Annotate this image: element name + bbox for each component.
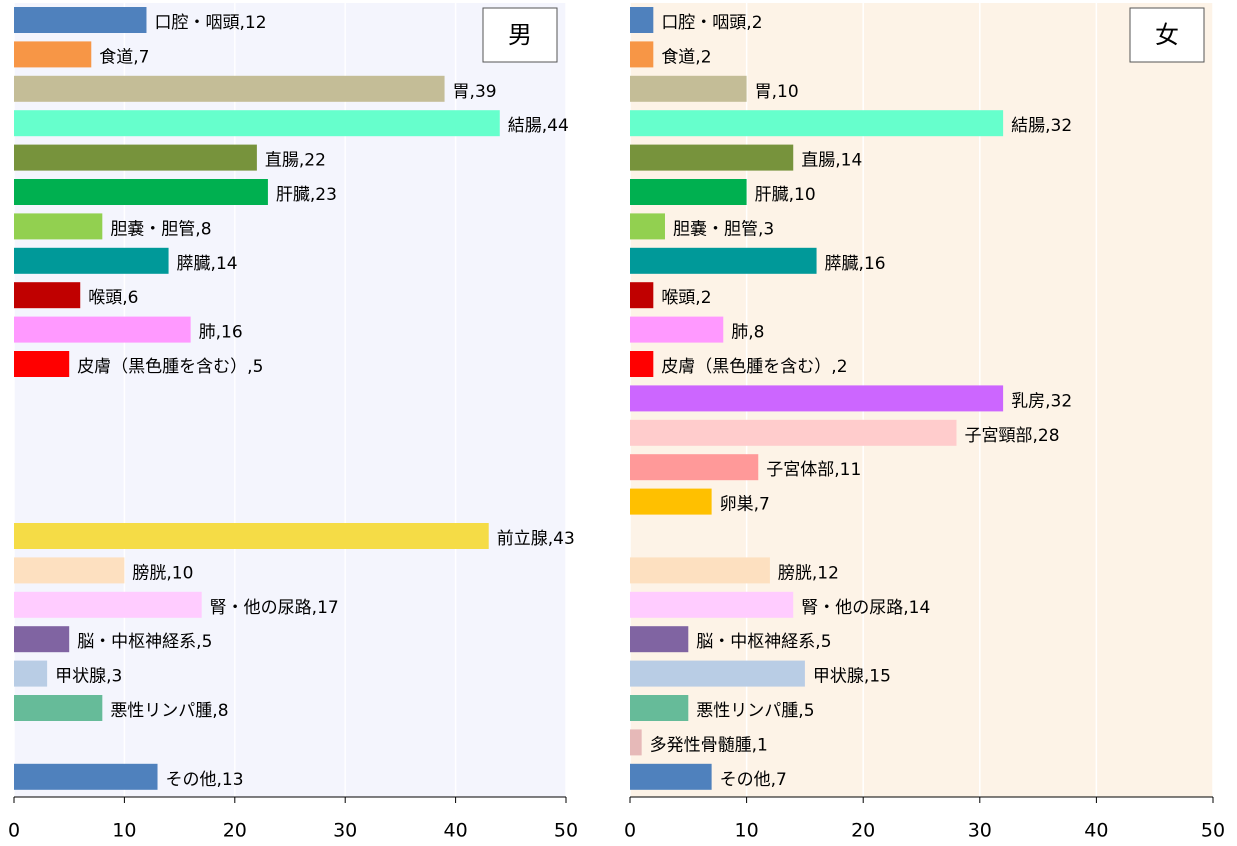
bar: [630, 351, 654, 377]
data-label: 胃,10: [755, 82, 799, 102]
bar: [630, 557, 770, 584]
data-label: 口腔・咽頭,12: [154, 13, 266, 33]
data-label: 悪性リンパ腫,8: [110, 701, 228, 721]
data-label: 子宮体部,11: [766, 460, 861, 480]
data-label: 悪性リンパ腫,5: [696, 701, 814, 721]
chart-title: 男: [508, 21, 532, 49]
data-label: 食道,2: [661, 47, 711, 67]
bar: [14, 695, 103, 721]
x-tick-label: 10: [735, 820, 759, 842]
bar: [630, 316, 724, 343]
data-label: 肺,8: [731, 323, 764, 343]
data-label: 腎・他の尿路,17: [210, 598, 339, 618]
bar: [630, 729, 642, 756]
data-label: 皮膚（黒色腫を含む）,5: [77, 357, 263, 377]
bar: [630, 247, 817, 274]
bar: [14, 557, 125, 584]
data-label: 肺,16: [199, 323, 243, 343]
title-box: [482, 7, 558, 63]
data-label: 膀胱,12: [778, 563, 839, 583]
bar: [14, 247, 169, 274]
data-label: 多発性骨髄腫,1: [650, 735, 768, 755]
data-label: 膵臓,16: [825, 254, 886, 274]
bar: [14, 282, 81, 309]
bar: [630, 282, 654, 309]
data-label: 胆嚢・胆管,3: [673, 219, 774, 239]
x-tick-label: 20: [851, 820, 875, 842]
bar: [14, 179, 268, 205]
data-label: 結腸,32: [1011, 116, 1072, 136]
bar: [630, 385, 1004, 412]
data-label: 口腔・咽頭,2: [661, 13, 762, 33]
bar: [14, 41, 92, 68]
x-tick-label: 30: [968, 820, 992, 842]
data-label: 乳房,32: [1011, 391, 1072, 411]
data-label: 前立腺,43: [497, 529, 575, 549]
data-label: 卵巣,7: [720, 495, 770, 515]
data-label: 肝臓,10: [755, 185, 816, 205]
bar: [630, 75, 747, 102]
x-tick-label: 50: [554, 820, 578, 842]
x-tick-label: 0: [624, 820, 636, 842]
x-tick-label: 40: [1084, 820, 1108, 842]
data-label: 子宮頸部,28: [964, 426, 1059, 446]
bar: [14, 351, 70, 377]
bar: [14, 7, 147, 33]
data-label: 食道,7: [99, 47, 149, 67]
data-label: 脳・中枢神経系,5: [696, 632, 831, 652]
bar: [630, 179, 747, 205]
bar: [14, 316, 191, 343]
data-label: 膀胱,10: [132, 563, 193, 583]
data-label: 膵臓,14: [177, 254, 238, 274]
bar: [14, 144, 257, 171]
data-label: 皮膚（黒色腫を含む）,2: [661, 357, 847, 377]
data-label: 脳・中枢神経系,5: [77, 632, 212, 652]
bar: [630, 763, 712, 790]
bar: [14, 213, 103, 240]
x-tick-label: 10: [112, 820, 136, 842]
bar: [630, 591, 794, 618]
x-tick-label: 30: [333, 820, 357, 842]
data-label: 直腸,14: [801, 151, 862, 171]
bar: [630, 660, 805, 687]
data-label: その他,7: [720, 770, 787, 790]
data-label: 肝臓,23: [276, 185, 337, 205]
x-tick-label: 0: [8, 820, 20, 842]
data-label: 胃,39: [453, 82, 497, 102]
bar: [14, 110, 500, 137]
bar: [14, 591, 202, 618]
bar: [14, 626, 70, 653]
chart-title: 女: [1155, 21, 1179, 49]
title-box: [1129, 7, 1205, 63]
bar: [630, 110, 1004, 137]
bar: [630, 695, 689, 721]
bar: [630, 454, 759, 481]
bar: [630, 213, 665, 240]
bar: [14, 660, 48, 687]
bar: [630, 488, 712, 515]
x-tick-label: 20: [223, 820, 247, 842]
data-label: 甲状腺,15: [813, 667, 891, 687]
data-label: 胆嚢・胆管,8: [110, 219, 211, 239]
bar: [630, 7, 654, 33]
data-label: 甲状腺,3: [55, 667, 122, 687]
bar: [630, 144, 794, 171]
data-label: 喉頭,2: [661, 288, 711, 308]
data-label: 直腸,22: [265, 151, 326, 171]
data-label: 腎・他の尿路,14: [801, 598, 930, 618]
bar: [14, 75, 445, 102]
bar: [630, 626, 689, 653]
bar: [630, 41, 654, 68]
bar: [14, 763, 158, 790]
data-label: その他,13: [166, 770, 244, 790]
bar: [14, 523, 489, 549]
x-tick-label: 40: [444, 820, 468, 842]
x-tick-label: 50: [1201, 820, 1225, 842]
data-label: 結腸,44: [508, 116, 569, 136]
bar: [630, 419, 957, 446]
data-label: 喉頭,6: [88, 288, 138, 308]
